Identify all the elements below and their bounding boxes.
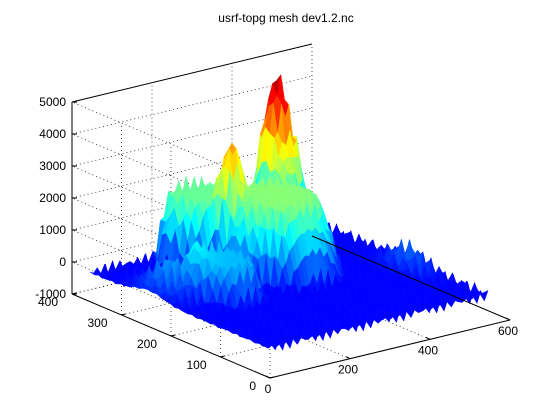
axis-line [269, 319, 511, 379]
y-tick-label: 0 [249, 379, 256, 393]
surface-patch [446, 300, 456, 308]
x-tick-label: 0 [265, 382, 272, 396]
z-tick-label: 1000 [39, 223, 66, 237]
y-tick [220, 355, 225, 358]
z-tick-label: 5000 [39, 95, 66, 109]
y-tick-label: 300 [87, 316, 107, 330]
y-tick [269, 376, 275, 379]
x-tick-label: 200 [338, 363, 358, 377]
surface-patch [292, 337, 302, 345]
z-tick-label: -1000 [35, 287, 66, 301]
axes-frame [71, 43, 511, 379]
chart-title: usrf-topg mesh dev1.2.nc [218, 11, 353, 25]
y-tick [170, 334, 176, 337]
z-tick-label: 0 [59, 255, 66, 269]
z-tick-label: 2000 [39, 191, 66, 205]
x-tick-label: 600 [498, 324, 518, 338]
axis-line [311, 235, 511, 321]
z-tick-label: 4000 [39, 127, 66, 141]
axis-line [71, 43, 313, 103]
y-tick-label: 400 [38, 295, 58, 309]
z-tick-label: 3000 [39, 159, 66, 173]
y-tick-label: 200 [137, 337, 157, 351]
x-tick [505, 317, 511, 321]
x-tick [265, 375, 271, 379]
x-tick [425, 336, 431, 340]
x-tick-label: 400 [418, 343, 438, 357]
tick-labels: 02004006000100200300400-1000010002000300… [35, 95, 518, 396]
surface-patch [479, 290, 489, 302]
y-tick [121, 313, 126, 316]
y-tick-label: 100 [186, 358, 206, 372]
surface-mesh [89, 74, 489, 351]
surface-patch [332, 327, 342, 335]
x-tick [345, 356, 351, 360]
